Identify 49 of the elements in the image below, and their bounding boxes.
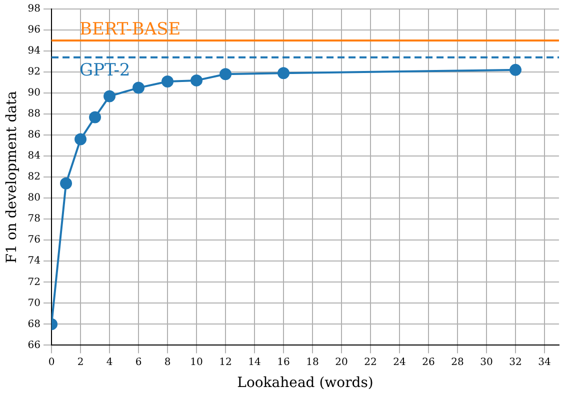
ref-line-label: GPT-2 [80,60,130,80]
y-tick-label: 70 [28,298,41,309]
point [220,68,232,80]
x-tick-label: 32 [509,356,522,368]
x-tick-label: 6 [135,356,142,368]
y-tick-label: 82 [28,172,41,183]
y-tick-label: 92 [28,66,41,78]
y-tick-label: 94 [28,46,41,57]
y-tick-label: 86 [28,130,41,141]
x-axis-title: Lookahead (words) [237,375,374,392]
x-tick-label: 26 [422,356,435,368]
x-tick-label: 0 [48,356,55,368]
x-tick-label: 8 [164,356,171,368]
y-tick-label: 80 [28,192,41,204]
y-tick-label: 84 [28,150,41,162]
y-tick-label: 76 [28,234,41,246]
x-tick-label: 4 [106,356,113,368]
point [510,64,522,76]
x-tick-label: 10 [190,356,203,368]
point [60,177,72,190]
point [89,111,102,124]
y-tick-label: 90 [28,88,41,99]
x-tick-label: 20 [335,356,348,368]
y-tick-label: 88 [28,108,41,120]
x-tick-label: 30 [480,356,493,368]
x-tick-label: 18 [306,356,319,368]
y-tick-label: 66 [28,340,41,351]
x-tick-label: 16 [277,356,290,368]
y-tick-label: 72 [28,276,41,288]
y-tick-label: 74 [28,256,41,267]
point [132,82,145,94]
y-axis-title: F1 on development data [4,90,20,264]
point [104,90,116,102]
ref-line-label: BERT-BASE [80,19,181,40]
y-tick-label: 78 [28,214,41,225]
x-tick-label: 2 [77,356,84,368]
point [190,74,203,86]
point [162,75,174,88]
point [74,133,87,146]
x-tick-label: 14 [248,356,261,368]
x-tick-label: 28 [451,356,464,368]
y-tick-label: 98 [28,4,41,15]
x-tick-label: 24 [393,356,406,368]
x-tick-label: 22 [364,356,377,368]
x-tick-label: 34 [538,356,551,368]
x-tick-label: 12 [219,356,232,368]
point [278,67,290,80]
y-tick-label: 68 [28,318,41,330]
y-tick-label: 96 [28,24,41,36]
